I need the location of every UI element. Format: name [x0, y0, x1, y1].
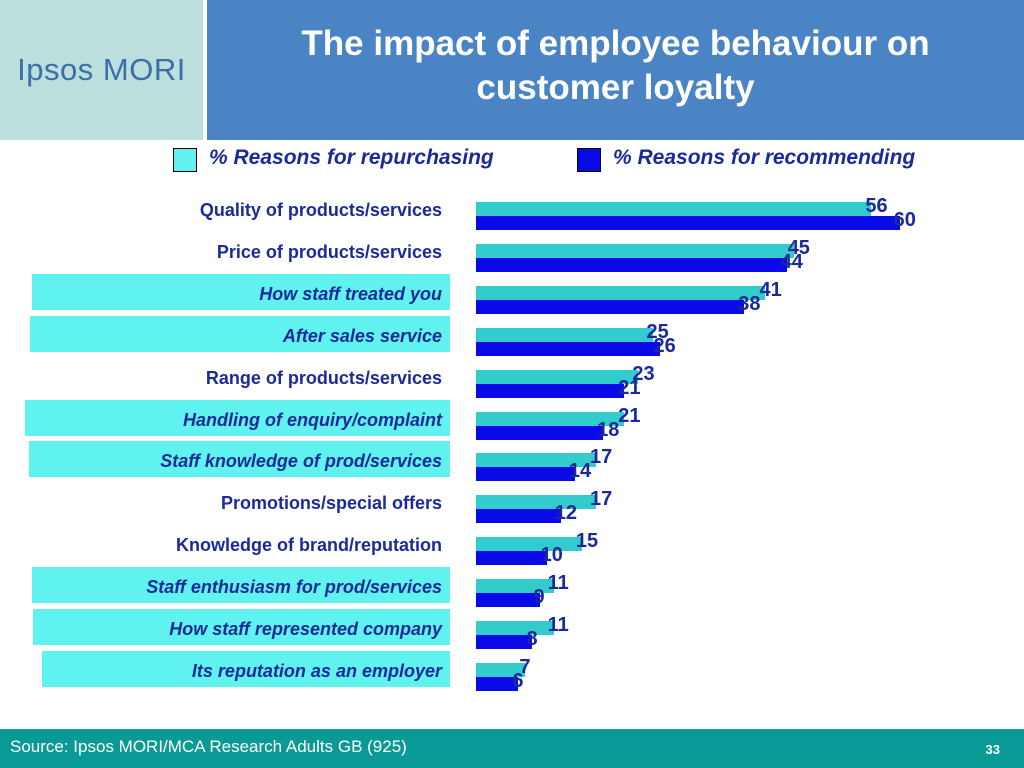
bar-repurchasing	[476, 453, 597, 468]
header-divider	[203, 0, 207, 140]
category-label: Price of products/services	[216, 241, 442, 262]
value-label-recommending: 8	[526, 628, 538, 650]
bar-recommending	[476, 341, 660, 356]
bar-repurchasing	[476, 202, 872, 216]
value-label-recommending: 18	[597, 418, 620, 441]
legend-label-recommending: % Reasons for recommending	[613, 146, 916, 169]
value-label-recommending: 38	[738, 292, 761, 315]
bar-recommending	[476, 383, 625, 398]
bar-repurchasing	[476, 369, 639, 384]
bar-recommending	[476, 216, 900, 230]
bar-recommending	[476, 551, 547, 566]
value-label-recommending: 9	[533, 586, 545, 609]
bar-repurchasing	[476, 537, 582, 552]
value-label-recommending: 26	[653, 334, 676, 357]
value-label-repurchasing: 25	[646, 320, 669, 343]
value-label-repurchasing: 41	[759, 278, 782, 301]
bar-repurchasing	[476, 662, 526, 677]
value-label-repurchasing: 15	[575, 530, 599, 553]
bar-recommending	[476, 467, 575, 482]
value-label-repurchasing: 17	[590, 446, 613, 469]
bar-recommending	[476, 425, 604, 440]
value-label-repurchasing: 11	[547, 614, 569, 636]
bar-recommending	[476, 593, 540, 608]
bar-repurchasing	[476, 243, 794, 258]
bar-recommending	[476, 676, 519, 691]
category-label: After sales service	[282, 325, 442, 346]
bar-repurchasing	[476, 621, 554, 635]
category-highlight	[32, 273, 450, 310]
slide-title: The impact of employee behaviour on cust…	[207, 22, 1024, 110]
value-label-recommending: 60	[893, 209, 916, 231]
category-label: Promotions/special offers	[220, 493, 442, 514]
category-label: Its reputation as an employer	[191, 660, 442, 681]
value-label-repurchasing: 17	[590, 488, 613, 511]
category-highlight	[25, 399, 450, 436]
title-line-1: The impact of employee behaviour on	[301, 24, 930, 63]
category-label: Quality of products/services	[199, 200, 442, 220]
value-label-recommending: 14	[568, 460, 592, 483]
category-highlight	[42, 650, 450, 687]
title-line-2: customer loyalty	[476, 68, 755, 107]
ipsos-mori-logo: Ipsos MORI	[17, 52, 186, 87]
value-label-recommending: 10	[540, 544, 563, 567]
source-note: Source: Ipsos MORI/MCA Research Adults G…	[10, 737, 407, 756]
category-highlight	[32, 567, 450, 604]
value-label-recommending: 21	[618, 376, 641, 399]
bar-repurchasing	[476, 495, 597, 510]
footer-bar: Source: Ipsos MORI/MCA Research Adults G…	[0, 729, 1024, 768]
value-label-repurchasing: 45	[787, 236, 810, 259]
value-label-repurchasing: 11	[547, 572, 569, 595]
category-label: Range of products/services	[205, 367, 442, 388]
logo-panel: Ipsos MORI	[0, 0, 203, 140]
category-highlight	[30, 315, 450, 352]
category-label: How staff treated you	[259, 283, 442, 304]
bar-recommending	[476, 299, 745, 314]
legend-swatch-repurchasing	[173, 148, 197, 172]
title-panel: The impact of employee behaviour on cust…	[207, 0, 1024, 140]
bar-recommending	[476, 635, 533, 649]
bar-repurchasing	[476, 285, 766, 300]
value-label-repurchasing: 21	[618, 404, 641, 427]
category-label: Handling of enquiry/complaint	[182, 409, 442, 430]
value-label-recommending: 12	[554, 502, 577, 525]
category-highlight	[33, 609, 450, 645]
category-label: Staff enthusiasm for prod/services	[146, 577, 442, 598]
category-highlight	[29, 441, 450, 478]
value-label-recommending: 6	[512, 669, 524, 692]
page-number: 33	[985, 742, 1000, 757]
value-label-recommending: 44	[780, 250, 803, 273]
bar-repurchasing	[476, 411, 625, 426]
bar-repurchasing	[476, 579, 554, 594]
value-label-repurchasing: 56	[865, 195, 888, 217]
category-label: How staff represented company	[169, 619, 442, 639]
bar-recommending	[476, 509, 561, 524]
legend-label-repurchasing: % Reasons for repurchasing	[209, 146, 494, 169]
legend-swatch-recommending	[577, 148, 601, 172]
bar-recommending	[476, 257, 787, 272]
category-label: Staff knowledge of prod/services	[160, 451, 442, 472]
value-label-repurchasing: 23	[632, 362, 655, 385]
bar-repurchasing	[476, 327, 653, 342]
category-label: Knowledge of brand/reputation	[176, 535, 442, 556]
value-label-repurchasing: 7	[519, 655, 531, 678]
